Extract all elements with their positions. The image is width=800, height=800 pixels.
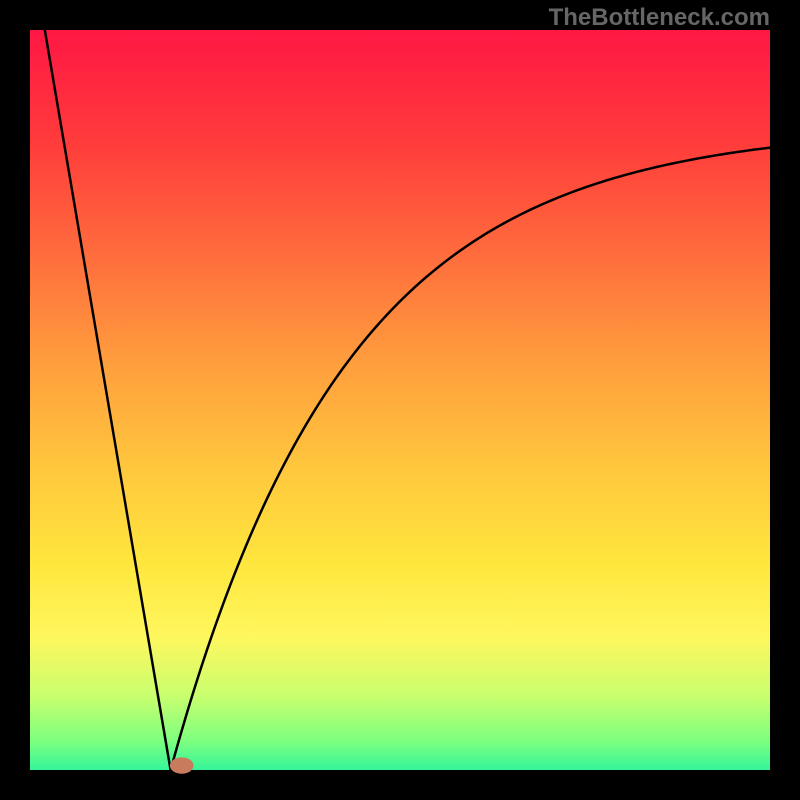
chart-container: TheBottleneck.com bbox=[0, 0, 800, 800]
watermark-text: TheBottleneck.com bbox=[549, 4, 770, 32]
curve-left-branch bbox=[45, 30, 171, 770]
chart-svg bbox=[0, 0, 800, 800]
vertex-marker bbox=[170, 757, 194, 773]
curve-right-branch bbox=[171, 148, 770, 770]
